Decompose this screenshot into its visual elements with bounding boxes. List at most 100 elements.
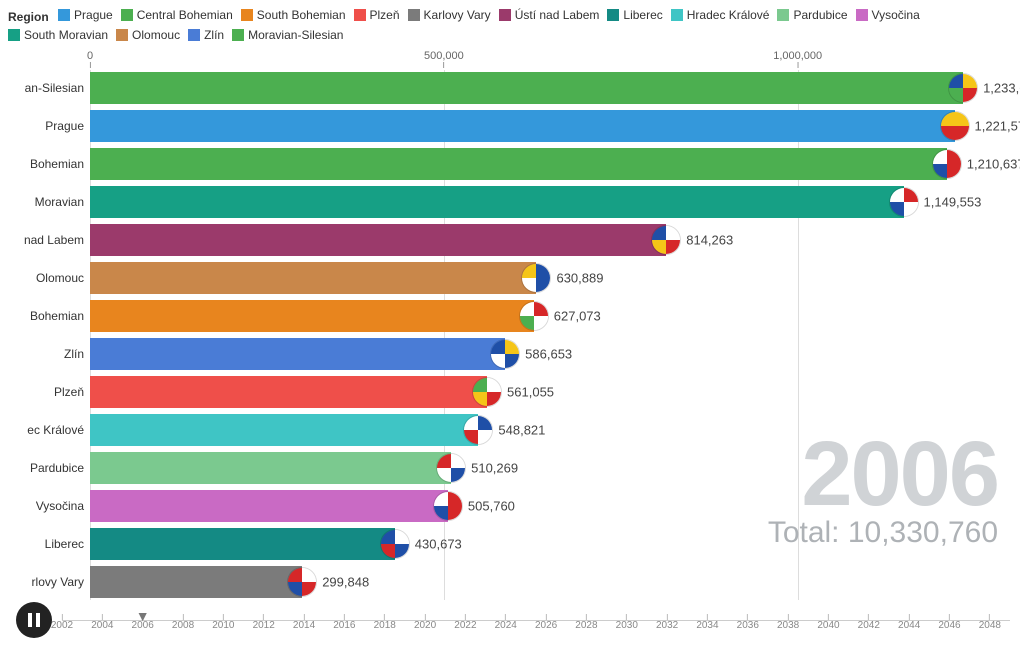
bar-category-label: an-Silesian (25, 81, 90, 95)
bar[interactable] (90, 148, 947, 180)
bar-row: ec Králové 548,821 (90, 412, 1010, 448)
bar[interactable] (90, 72, 963, 104)
bar[interactable] (90, 224, 666, 256)
legend-item[interactable]: Central Bohemian (121, 6, 233, 24)
bar[interactable] (90, 338, 505, 370)
bar-row: an-Silesian 1,233,691 (90, 70, 1010, 106)
legend-item[interactable]: Olomouc (116, 26, 180, 44)
timeline-tick[interactable]: 2002 (51, 614, 73, 631)
timeline-tick[interactable]: 2036 (737, 614, 759, 631)
bar[interactable] (90, 528, 395, 560)
legend-item[interactable]: Prague (58, 6, 113, 24)
legend-item[interactable]: Liberec (607, 6, 662, 24)
timeline-tick[interactable]: 2012 (253, 614, 275, 631)
x-axis-top: 0500,0001,000,000 (90, 50, 1010, 70)
legend-item[interactable]: Vysočina (856, 6, 920, 24)
timeline-tick[interactable]: 2030 (616, 614, 638, 631)
legend-label: Prague (74, 6, 113, 24)
legend-swatch (241, 9, 253, 21)
legend-label: Hradec Králové (687, 6, 770, 24)
timeline-tick[interactable]: 2028 (575, 614, 597, 631)
bar-row: rlovy Vary 299,848 (90, 564, 1010, 600)
timeline-tick[interactable]: 2004 (91, 614, 113, 631)
timeline-tick[interactable]: 2024 (495, 614, 517, 631)
bar-category-label: Bohemian (30, 309, 90, 323)
legend-item[interactable]: Hradec Králové (671, 6, 770, 24)
timeline-tick[interactable]: 2032 (656, 614, 678, 631)
timeline-tick-label: 2042 (858, 620, 880, 631)
timeline-tick-label: 2046 (938, 620, 960, 631)
timeline-marker-icon[interactable]: ▼ (136, 608, 150, 624)
timeline-tick[interactable]: 2010 (212, 614, 234, 631)
bar-row: Plzeň 561,055 (90, 374, 1010, 410)
legend-item[interactable]: South Bohemian (241, 6, 346, 24)
bar-value-label: 505,760 (468, 499, 515, 514)
legend-item[interactable]: Plzeň (354, 6, 400, 24)
bar-row: Olomouc 630,889 (90, 260, 1010, 296)
legend-label: Liberec (623, 6, 662, 24)
timeline-tick-label: 2030 (616, 620, 638, 631)
region-flag-icon (463, 415, 493, 445)
timeline-tick[interactable]: 2016 (333, 614, 355, 631)
bar[interactable] (90, 262, 536, 294)
timeline-tick[interactable]: 2026 (535, 614, 557, 631)
bar[interactable] (90, 376, 487, 408)
bar-category-label: Vysočina (36, 499, 90, 513)
region-flag-icon (433, 491, 463, 521)
timeline-tick[interactable]: 2020 (414, 614, 436, 631)
bar-value-label: 561,055 (507, 385, 554, 400)
bar-value-label: 1,149,553 (924, 195, 982, 210)
legend-item[interactable]: South Moravian (8, 26, 108, 44)
bar[interactable] (90, 452, 451, 484)
bar-row: Bohemian 627,073 (90, 298, 1010, 334)
legend-item[interactable]: Karlovy Vary (408, 6, 491, 24)
bar[interactable] (90, 186, 904, 218)
bar-category-label: Moravian (35, 195, 90, 209)
bar-row: Moravian 1,149,553 (90, 184, 1010, 220)
timeline-tick[interactable]: 2014 (293, 614, 315, 631)
legend-swatch (354, 9, 366, 21)
legend-item[interactable]: Moravian-Silesian (232, 26, 343, 44)
legend-item[interactable]: Pardubice (777, 6, 847, 24)
bar-value-label: 510,269 (471, 461, 518, 476)
timeline-tick-label: 2010 (212, 620, 234, 631)
timeline-tick-label: 2038 (777, 620, 799, 631)
bar[interactable] (90, 566, 302, 598)
timeline-tick[interactable]: 2018 (374, 614, 396, 631)
legend-label: Karlovy Vary (424, 6, 491, 24)
legend-swatch (58, 9, 70, 21)
bar[interactable] (90, 414, 478, 446)
bar[interactable] (90, 490, 448, 522)
legend-swatch (116, 29, 128, 41)
timeline-tick-label: 2048 (979, 620, 1001, 631)
timeline-tick[interactable]: 2040 (817, 614, 839, 631)
timeline-tick[interactable]: 2008 (172, 614, 194, 631)
bar-row: Zlín 586,653 (90, 336, 1010, 372)
timeline-tick[interactable]: 2046 (938, 614, 960, 631)
bar[interactable] (90, 300, 534, 332)
legend-item[interactable]: Zlín (188, 26, 224, 44)
timeline-tick[interactable]: 2044 (898, 614, 920, 631)
bar-value-label: 430,673 (415, 537, 462, 552)
bar-row: Bohemian 1,210,637 (90, 146, 1010, 182)
bar-category-label: Pardubice (30, 461, 90, 475)
timeline-tick-label: 2008 (172, 620, 194, 631)
bar[interactable] (90, 110, 955, 142)
region-flag-icon (436, 453, 466, 483)
region-flag-icon (651, 225, 681, 255)
timeline[interactable]: 2002200420062008201020122014201620182020… (62, 614, 1010, 642)
timeline-tick[interactable]: 2042 (858, 614, 880, 631)
timeline-tick[interactable]: 2048 (979, 614, 1001, 631)
play-pause-button[interactable] (16, 602, 52, 638)
legend-label: Vysočina (872, 6, 920, 24)
timeline-tick-label: 2024 (495, 620, 517, 631)
legend-item[interactable]: Ústí nad Labem (499, 6, 600, 24)
bar-value-label: 627,073 (554, 309, 601, 324)
timeline-tick-label: 2026 (535, 620, 557, 631)
region-flag-icon (889, 187, 919, 217)
timeline-tick[interactable]: 2038 (777, 614, 799, 631)
timeline-tick-label: 2034 (696, 620, 718, 631)
timeline-tick[interactable]: 2022 (454, 614, 476, 631)
legend-swatch (777, 9, 789, 21)
timeline-tick[interactable]: 2034 (696, 614, 718, 631)
